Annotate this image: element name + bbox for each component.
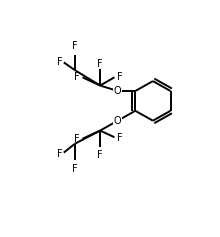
Text: F: F	[72, 41, 78, 51]
Text: F: F	[72, 164, 78, 173]
Text: F: F	[57, 149, 62, 159]
Text: O: O	[114, 116, 121, 126]
Text: F: F	[97, 59, 103, 69]
Text: F: F	[117, 133, 122, 143]
Text: F: F	[74, 72, 80, 82]
Text: F: F	[57, 57, 62, 67]
Text: F: F	[74, 134, 80, 144]
Text: O: O	[114, 86, 121, 96]
Text: F: F	[117, 72, 122, 82]
Text: F: F	[97, 150, 103, 160]
